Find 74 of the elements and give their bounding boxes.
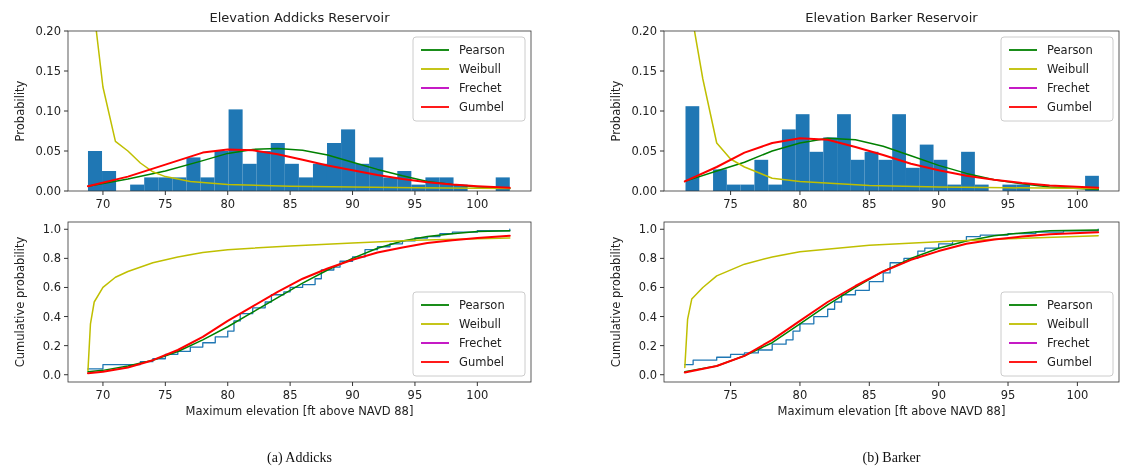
y-tick-label: 0.10: [631, 104, 657, 118]
x-tick-label: 80: [220, 388, 236, 402]
text: (b) Barker: [862, 450, 921, 466]
y-tick-label: 0.00: [631, 184, 657, 198]
x-axis-title: Maximum elevation [ft above NAVD 88]: [777, 404, 1006, 418]
y-axis-title: Probability: [609, 80, 623, 142]
legend-label: Weibull: [1047, 317, 1089, 331]
chart-title: Elevation Barker Reservoir: [805, 10, 979, 25]
legend-label: Gumbel: [1047, 355, 1092, 369]
y-tick-label: 0.2: [42, 338, 61, 353]
legend-label: Gumbel: [459, 100, 504, 114]
legend-label: Weibull: [459, 317, 501, 331]
x-tick-label: 85: [282, 197, 298, 211]
y-axis-title: Probability: [13, 80, 27, 142]
y-tick-label: 0.05: [35, 144, 61, 158]
y-tick-label: 0.05: [631, 144, 657, 158]
y-tick-label: 0.4: [638, 309, 657, 324]
legend-label: Gumbel: [1047, 100, 1092, 114]
x-tick-label: 75: [723, 388, 738, 402]
y-tick-label: 0.0: [42, 367, 61, 382]
x-tick-label: 80: [220, 197, 236, 211]
x-tick-label: 75: [158, 197, 173, 211]
y-tick-label: 1.0: [638, 222, 657, 237]
y-tick-label: 0.00: [35, 184, 61, 198]
legend-label: Weibull: [1047, 62, 1089, 76]
x-tick-label: 90: [931, 388, 946, 402]
x-axis-title: Maximum elevation [ft above NAVD 88]: [185, 404, 414, 418]
y-tick-label: 0.6: [638, 280, 657, 295]
legend-label: Pearson: [459, 298, 505, 312]
legend-label: Frechet: [459, 81, 503, 95]
legend-label: Weibull: [459, 62, 501, 76]
legend-label: Pearson: [1047, 43, 1093, 57]
legend-label: Frechet: [459, 336, 503, 350]
x-tick-label: 95: [407, 388, 423, 402]
x-tick-label: 95: [407, 197, 423, 211]
y-tick-label: 0.8: [638, 251, 657, 266]
x-tick-label: 85: [861, 197, 877, 211]
x-tick-label: 100: [466, 388, 489, 402]
y-axis-title: Cumulative probability: [13, 236, 27, 368]
x-tick-label: 80: [792, 388, 808, 402]
x-tick-label: 75: [723, 197, 738, 211]
x-tick-label: 80: [792, 197, 808, 211]
legend-label: Pearson: [1047, 298, 1093, 312]
legend-label: Gumbel: [459, 355, 504, 369]
y-tick-label: 0.4: [42, 309, 61, 324]
x-tick-label: 85: [861, 388, 877, 402]
x-tick-label: 90: [931, 197, 946, 211]
x-tick-label: 70: [95, 388, 111, 402]
y-tick-label: 0.15: [35, 64, 61, 78]
y-tick-label: 0.0: [638, 367, 657, 382]
legend-label: Pearson: [459, 43, 505, 57]
y-axis-title: Cumulative probability: [609, 236, 623, 368]
y-tick-label: 0.8: [42, 251, 61, 266]
x-tick-label: 100: [1066, 388, 1089, 402]
x-tick-label: 75: [158, 388, 173, 402]
legend-label: Frechet: [1047, 336, 1091, 350]
legend-label: Frechet: [1047, 81, 1091, 95]
x-tick-label: 95: [1000, 388, 1016, 402]
x-tick-label: 95: [1000, 197, 1016, 211]
y-tick-label: 0.10: [35, 104, 61, 118]
x-tick-label: 100: [1066, 197, 1089, 211]
y-tick-label: 0.2: [638, 338, 657, 353]
y-tick-label: 0.15: [631, 64, 657, 78]
y-tick-label: 0.20: [35, 24, 61, 38]
text: (a) Addicks: [267, 450, 332, 466]
chart-title: Elevation Addicks Reservoir: [209, 10, 391, 25]
x-tick-label: 90: [345, 197, 360, 211]
y-tick-label: 0.6: [42, 280, 61, 295]
x-tick-label: 70: [95, 197, 111, 211]
x-tick-label: 90: [345, 388, 360, 402]
y-tick-label: 0.20: [631, 24, 657, 38]
y-tick-label: 1.0: [42, 222, 61, 237]
x-tick-label: 100: [466, 197, 489, 211]
x-tick-label: 85: [282, 388, 298, 402]
